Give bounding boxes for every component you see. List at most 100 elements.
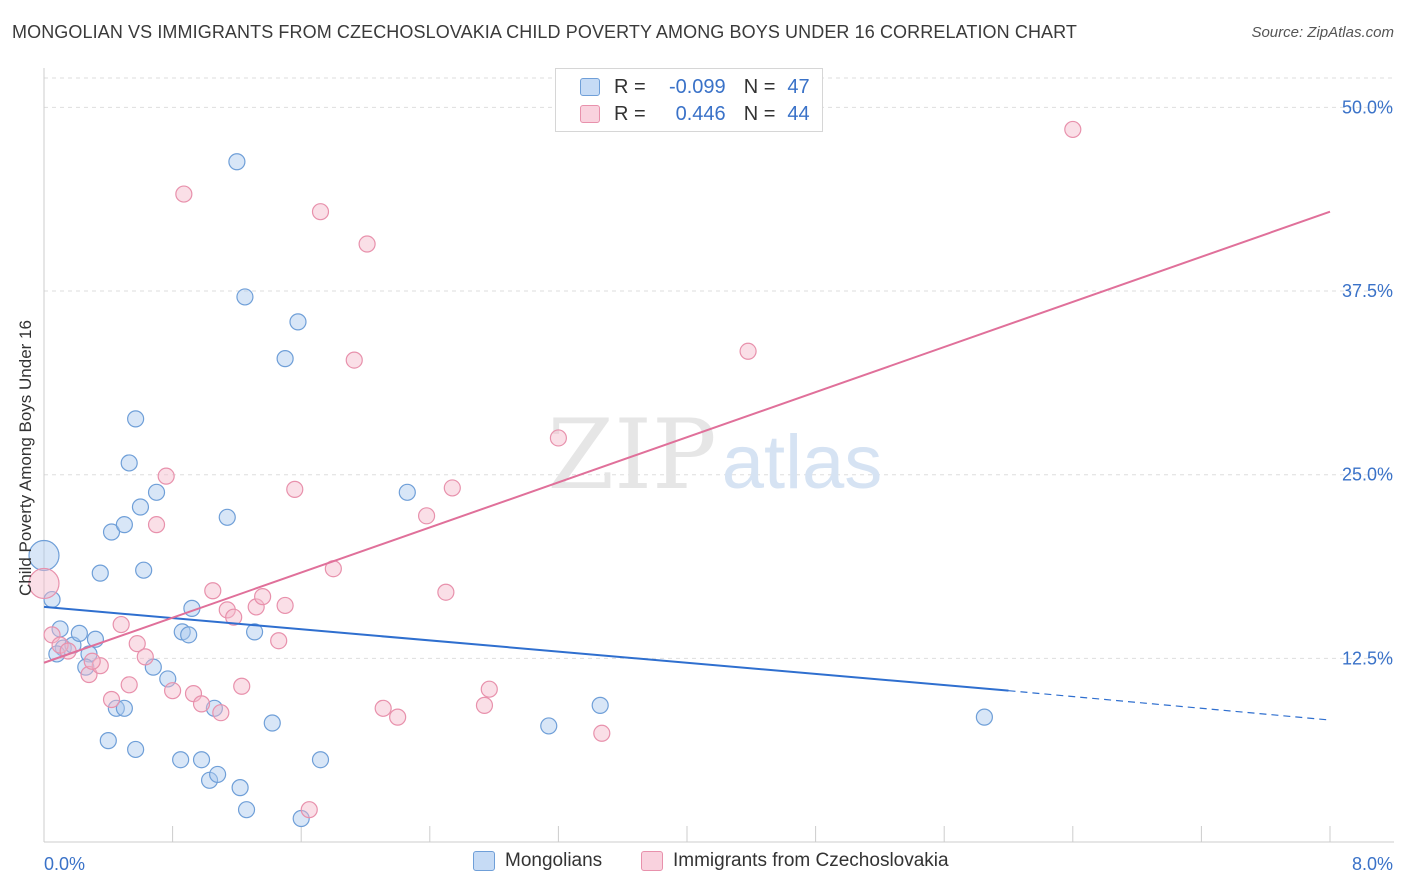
czech-point: [247, 598, 265, 616]
series-legend: Mongolians Immigrants from Czechoslovaki…: [0, 850, 1406, 878]
czech-point: [164, 682, 182, 700]
mongolians-point: [237, 801, 256, 819]
mongolians-point: [180, 626, 198, 644]
mongolians-point: [311, 751, 330, 769]
czech-point: [147, 516, 166, 534]
czech-trend-line: [43, 210, 1331, 664]
correlation-legend: R = -0.099 N = 47 R = 0.446 N = 44: [555, 68, 823, 132]
mongolians-point: [540, 717, 558, 735]
watermark-zip: ZIP: [547, 399, 716, 511]
mongolians-point: [99, 732, 117, 750]
y-tick-label: 50.0%: [1342, 97, 1393, 117]
trend-lines: [43, 210, 1331, 721]
czech-point: [286, 480, 304, 498]
legend-swatch-mongolians: [580, 78, 600, 96]
czech-point: [204, 582, 222, 600]
y-axis-label: Child Poverty Among Boys Under 16: [16, 320, 35, 596]
legend-n-value: 47: [787, 75, 810, 98]
mongolians-point: [127, 410, 145, 428]
legend-row-mongolians: R = -0.099 N = 47: [580, 75, 810, 99]
axes: [43, 68, 1394, 843]
mongolians-point: [276, 350, 294, 368]
mongolians-point: [245, 623, 264, 641]
legend-item-mongolians[interactable]: Mongolians: [473, 850, 602, 872]
legend-swatch-mongolians: [473, 851, 495, 871]
mongolians-point: [135, 561, 153, 579]
czech-point: [83, 652, 101, 670]
czech-point: [593, 724, 611, 742]
mongolians-point: [228, 153, 246, 171]
mongolians-point: [218, 508, 236, 526]
legend-r-label: R =: [614, 75, 646, 98]
czech-point: [136, 648, 154, 666]
czech-point: [389, 708, 407, 726]
legend-swatch-czech: [580, 105, 600, 123]
mongolians-point: [172, 751, 190, 769]
y-tick-label: 12.5%: [1342, 648, 1393, 668]
czech-point: [128, 635, 146, 653]
czech-point: [175, 185, 193, 203]
mongolians-point: [398, 483, 416, 501]
mongolians-point: [102, 523, 121, 541]
czech-point: [300, 801, 318, 819]
czech-point: [120, 676, 138, 694]
legend-n-label: N =: [743, 75, 776, 98]
chart-title: MONGOLIAN VS IMMIGRANTS FROM CZECHOSLOVA…: [12, 22, 1078, 42]
czech-point: [112, 615, 130, 634]
mongolians-point: [131, 498, 150, 516]
czech-point: [475, 696, 494, 714]
mongolians-point: [591, 696, 609, 714]
mongolians-point: [115, 699, 133, 717]
watermark: ZIP atlas: [547, 399, 882, 511]
czech-point: [80, 665, 98, 684]
mongolians-point: [70, 624, 88, 642]
mongolians-trend-extension: [1008, 690, 1331, 721]
czech-point: [225, 608, 243, 626]
mongolians-point: [289, 313, 307, 331]
mongolians-point: [120, 454, 138, 472]
czech-point: [157, 467, 175, 485]
mongolians-point: [975, 708, 993, 726]
legend-label-czech: Immigrants from Czechoslovakia: [673, 850, 949, 871]
czech-point: [417, 507, 436, 525]
gridlines: [44, 77, 1394, 659]
mongolians-point: [91, 564, 109, 582]
czech-point: [374, 699, 392, 717]
mongolians-point: [28, 539, 60, 572]
mongolians-point: [192, 751, 211, 769]
legend-label-mongolians: Mongolians: [505, 850, 603, 871]
mongolians-point: [127, 740, 145, 759]
y-tick-label: 37.5%: [1342, 281, 1393, 301]
y-tick-label: 25.0%: [1342, 465, 1393, 485]
mongolians-trend-line: [43, 605, 1009, 692]
series-mongolians-points: [28, 153, 993, 828]
czech-point: [739, 342, 757, 360]
czech-point: [212, 704, 230, 722]
czech-point: [254, 588, 272, 606]
czech-point: [276, 596, 294, 615]
czech-point: [28, 567, 60, 600]
legend-swatch-czech: [641, 851, 663, 871]
mongolians-point: [236, 288, 254, 306]
mongolians-point: [147, 483, 166, 501]
czech-point: [480, 680, 498, 698]
mongolians-point: [263, 714, 281, 732]
mongolians-point: [209, 765, 227, 784]
mongolians-point: [115, 516, 133, 534]
czech-point: [270, 632, 288, 650]
source-credit: Source: ZipAtlas.com: [1251, 24, 1394, 41]
legend-n-value: 44: [787, 102, 810, 125]
czech-point: [345, 351, 363, 369]
legend-n-label: N =: [743, 102, 776, 125]
czech-point: [91, 657, 109, 675]
x-tick-label-max: 8.0%: [1352, 854, 1393, 874]
watermark-atlas: atlas: [722, 420, 883, 505]
tick-labels: 12.5% 25.0% 37.5% 50.0% 0.0% 8.0%: [44, 97, 1393, 874]
legend-r-value: 0.446: [675, 102, 726, 125]
mongolians-point: [231, 779, 249, 797]
legend-r-label: R =: [614, 102, 646, 125]
czech-point: [358, 235, 376, 253]
czech-point: [192, 695, 211, 713]
mongolians-point: [48, 645, 66, 663]
legend-item-czech[interactable]: Immigrants from Czechoslovakia: [641, 850, 949, 872]
